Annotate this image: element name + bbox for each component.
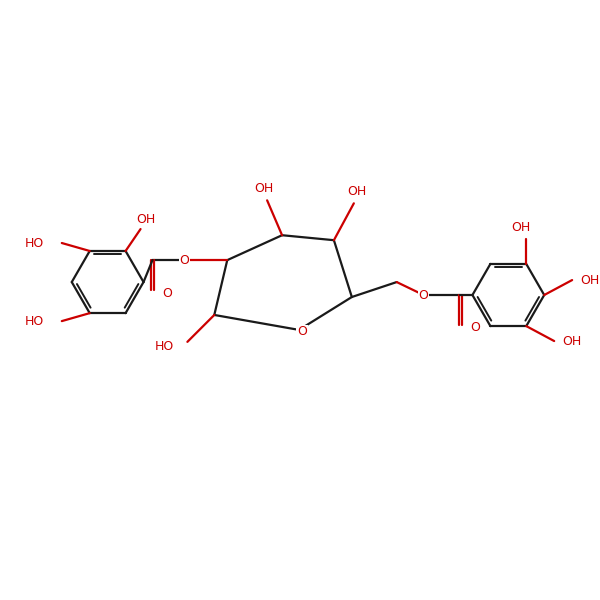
Text: OH: OH: [254, 182, 274, 195]
Text: HO: HO: [155, 340, 175, 353]
Text: OH: OH: [347, 185, 367, 198]
Text: O: O: [470, 322, 481, 334]
Text: O: O: [419, 289, 428, 302]
Text: OH: OH: [512, 221, 531, 233]
Text: OH: OH: [136, 212, 155, 226]
Text: HO: HO: [25, 236, 44, 250]
Text: O: O: [163, 287, 172, 299]
Text: OH: OH: [580, 274, 599, 287]
Text: HO: HO: [25, 314, 44, 328]
Text: OH: OH: [562, 335, 582, 347]
Text: O: O: [179, 254, 190, 266]
Text: O: O: [297, 325, 307, 338]
